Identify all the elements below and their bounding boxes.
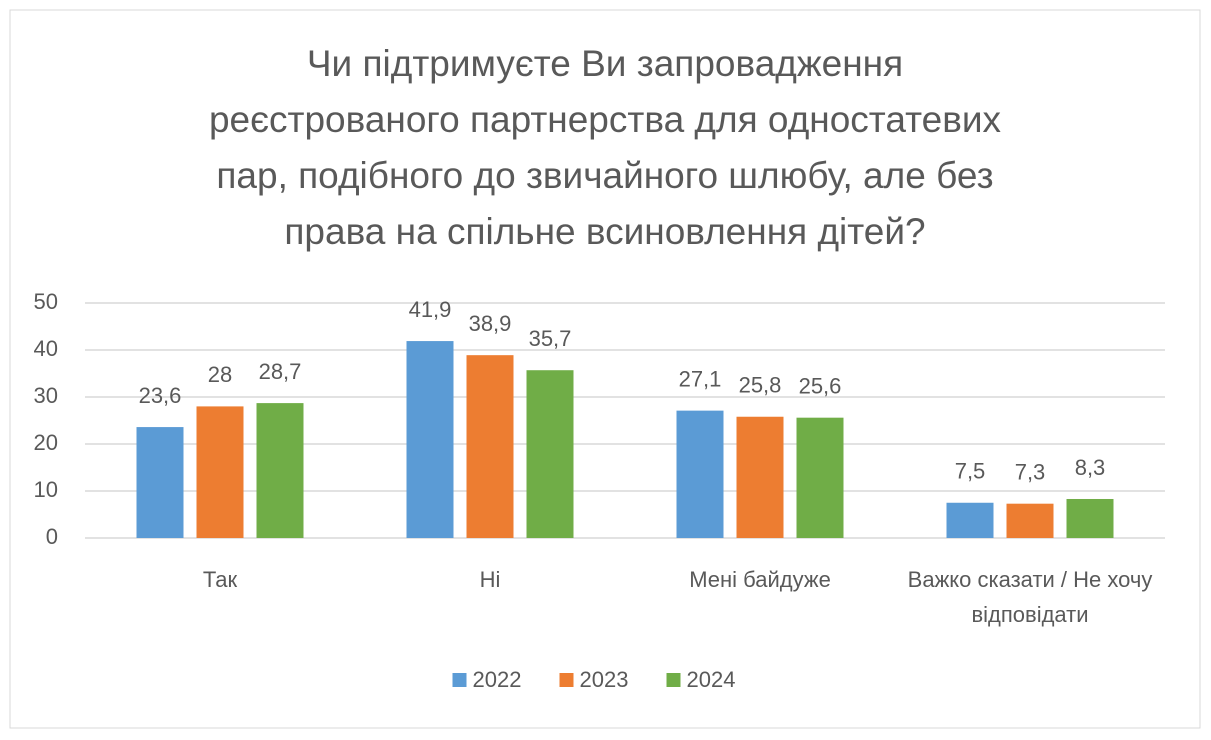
value-label: 7,5 [955,459,986,484]
value-label: 41,9 [409,297,452,322]
x-tick-label: Мені байдуже [689,567,831,592]
y-tick-label: 40 [34,336,58,361]
legend-label: 2024 [687,667,736,692]
legend-label: 2022 [473,667,522,692]
bar [136,427,184,538]
y-tick-label: 0 [46,524,58,549]
y-tick-label: 50 [34,289,58,314]
chart-title: реєстрованого партнерства для одностатев… [209,99,1002,140]
chart-title: пар, подібного до звичайного шлюбу, але … [216,155,993,196]
bar [1006,503,1054,538]
chart-title: права на спільне всиновлення дітей? [284,211,925,252]
value-label: 7,3 [1015,460,1046,485]
value-label: 8,3 [1075,455,1106,480]
x-tick-label: Важко сказати / Не хочу відповідати [907,567,1153,627]
value-label: 35,7 [529,326,572,351]
bar [676,410,724,538]
legend-swatch [452,673,467,687]
value-label: 25,6 [799,373,842,398]
bar [946,502,994,538]
chart-title: Чи підтримуєте Ви запровадження [307,43,903,84]
bar [796,417,844,538]
bar [406,341,454,538]
value-label: 38,9 [469,311,512,336]
value-label: 28,7 [259,359,302,384]
x-tick-label: Ні [479,567,501,592]
bar [1066,498,1114,538]
y-tick-label: 30 [34,383,58,408]
value-label: 25,8 [739,373,782,398]
bar [256,403,304,538]
y-tick-label: 20 [34,430,58,455]
value-label: 27,1 [679,366,722,391]
legend-label: 2023 [580,667,629,692]
bar [196,406,244,538]
bar [466,355,514,538]
bar [736,416,784,538]
value-label: 28 [208,362,232,387]
legend-swatch [666,673,681,687]
value-label: 23,6 [139,383,182,408]
chart-frame [9,9,1201,729]
bar [526,370,574,538]
y-tick-label: 10 [34,477,58,502]
legend-swatch [559,673,574,687]
x-tick-label: Так [202,567,238,592]
